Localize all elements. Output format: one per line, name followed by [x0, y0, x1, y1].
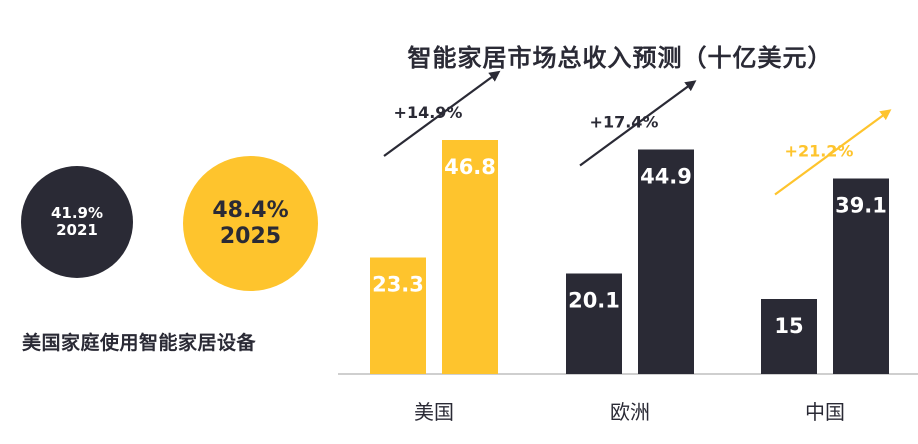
bar-1-current-label: 20.1	[568, 289, 620, 313]
stat-2021-percent: 41.9%	[50, 203, 104, 222]
bar-1-forecast	[638, 149, 694, 374]
growth-label-0: +14.9%	[394, 103, 463, 122]
bar-1-current	[566, 273, 622, 374]
us-households-caption: 美国家庭使用智能家居设备	[22, 332, 257, 354]
bar-2-current-label: 15	[774, 314, 803, 338]
growth-label-2: +21.2%	[785, 142, 854, 161]
growth-arrow-2	[774, 109, 892, 196]
category-label-2: 中国	[805, 400, 845, 424]
category-label-1: 欧洲	[610, 400, 650, 424]
stat-circle-2025: 48.4% 2025	[183, 156, 318, 291]
bar-1-forecast-label: 44.9	[640, 165, 692, 189]
bar-0-forecast	[442, 140, 498, 374]
bar-0-forecast-label: 46.8	[444, 155, 496, 179]
bar-2-forecast	[833, 178, 889, 374]
category-label-0: 美国	[414, 400, 454, 424]
chart-title: 智能家居市场总收入预测（十亿美元）	[407, 44, 833, 72]
stat-2021-year: 2021	[56, 221, 98, 239]
growth-label-1: +17.4%	[590, 113, 659, 132]
growth-arrow-0	[383, 70, 501, 157]
stat-2025-percent: 48.4%	[212, 198, 289, 224]
stat-circle-2021: 41.9% 2021	[21, 166, 133, 278]
bar-2-current	[761, 299, 817, 374]
bar-0-current	[370, 257, 426, 374]
bar-0-current-label: 23.3	[372, 273, 424, 297]
growth-arrow-1	[579, 80, 697, 167]
stat-2025-year: 2025	[219, 223, 282, 249]
bar-2-forecast-label: 39.1	[835, 194, 887, 218]
